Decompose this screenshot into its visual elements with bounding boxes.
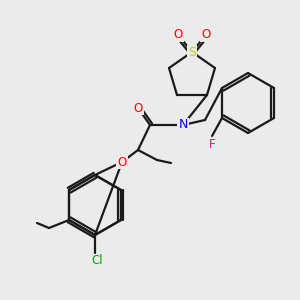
Text: N: N <box>178 118 188 131</box>
Text: O: O <box>173 28 183 41</box>
Text: Cl: Cl <box>91 254 103 268</box>
Text: O: O <box>117 155 127 169</box>
Text: F: F <box>209 137 215 151</box>
Text: O: O <box>201 28 211 41</box>
Text: O: O <box>134 101 142 115</box>
Text: S: S <box>188 46 196 59</box>
